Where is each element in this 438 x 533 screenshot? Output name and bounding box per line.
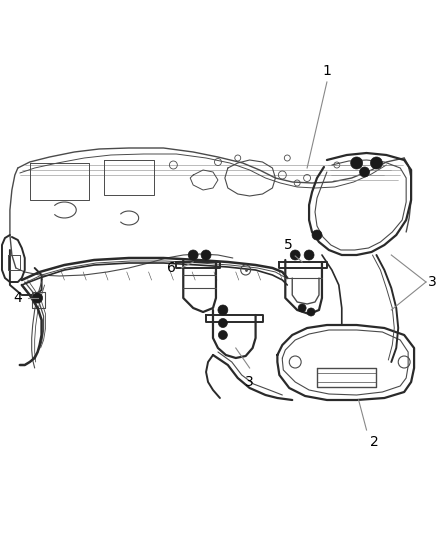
Text: 5: 5 [283,238,292,252]
Circle shape [298,304,306,312]
Text: 4: 4 [13,291,22,305]
Text: 3: 3 [428,275,437,289]
Circle shape [304,250,314,260]
Circle shape [351,157,363,169]
Text: 2: 2 [370,435,379,449]
Circle shape [33,293,42,303]
Circle shape [219,330,227,340]
Text: 3: 3 [245,375,254,389]
Text: 6: 6 [167,261,177,275]
Circle shape [312,230,322,240]
Circle shape [360,167,370,177]
Text: 1: 1 [322,64,332,78]
Circle shape [219,319,227,327]
Circle shape [201,250,211,260]
Circle shape [188,250,198,260]
Circle shape [218,305,228,315]
Circle shape [371,157,382,169]
Circle shape [307,308,315,316]
Circle shape [290,250,300,260]
